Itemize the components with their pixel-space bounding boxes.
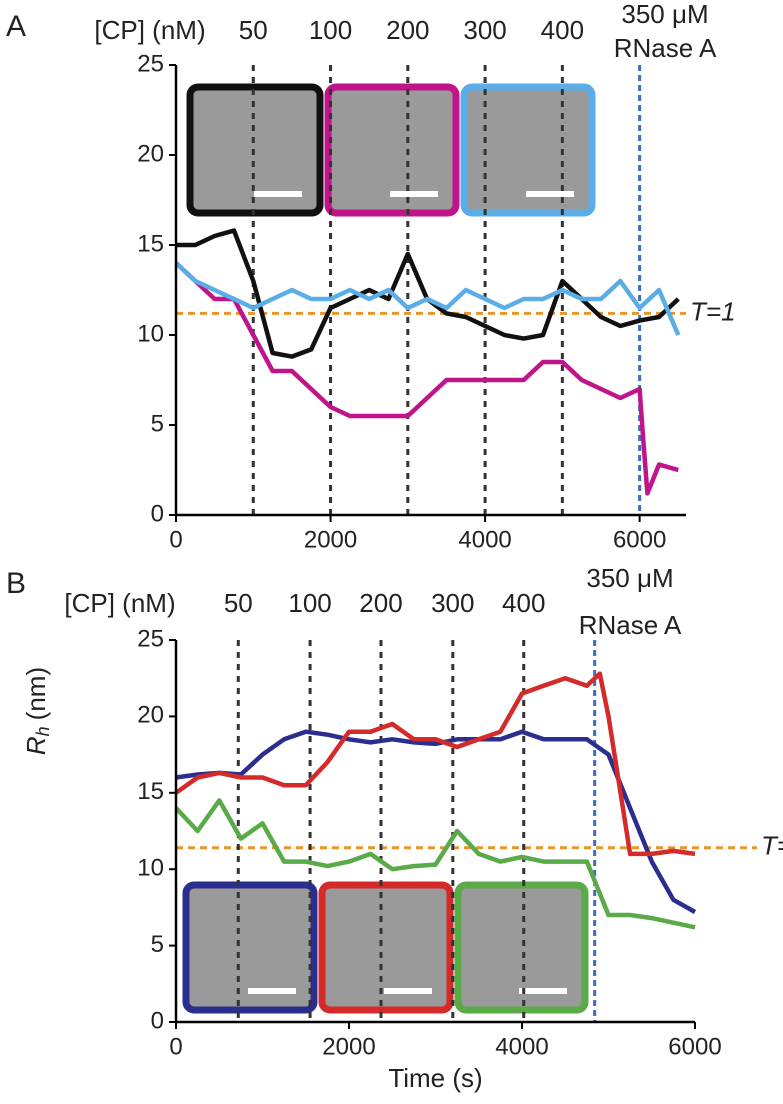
y-tick-label: 10 [137, 320, 164, 347]
scale-bar [526, 191, 574, 197]
rnase-label: 350 μM [621, 0, 708, 29]
cp-marker-label: 400 [541, 15, 584, 45]
y-tick-label: 20 [137, 140, 164, 167]
y-label-main: R [21, 736, 51, 755]
y-tick-label: 10 [137, 855, 164, 882]
cp-marker-label: 50 [239, 15, 268, 45]
data-line [174, 261, 681, 336]
micrograph [318, 881, 454, 1014]
y-axis-label: Rh (nm) [21, 667, 53, 755]
rnase-label: RNase A [614, 33, 717, 63]
micrograph [460, 83, 596, 217]
y-label-sub: h [33, 726, 53, 736]
rnase-label: 350 μM [586, 563, 673, 593]
data-line [175, 729, 697, 914]
y-tick-label: 5 [151, 410, 164, 437]
x-tick-label: 6000 [613, 526, 666, 553]
cp-marker-label: 200 [359, 588, 402, 618]
y-label-unit: (nm) [21, 667, 51, 720]
panel-letter: B [6, 567, 26, 600]
cp-marker-label: 100 [288, 588, 331, 618]
rnase-label: RNase A [579, 610, 682, 640]
scale-bar [390, 191, 438, 197]
scale-bar [254, 191, 302, 197]
cp-marker-label: 50 [224, 588, 253, 618]
cp-marker-label: 300 [431, 588, 474, 618]
x-tick-label: 6000 [668, 1033, 721, 1060]
threshold-label: T=1 [761, 831, 783, 861]
cp-marker-label: 300 [463, 15, 506, 45]
scale-bar [248, 988, 296, 994]
y-tick-label: 0 [151, 1007, 164, 1034]
panel-letter: A [6, 10, 26, 43]
scale-bar [384, 988, 432, 994]
x-axis-label: Time (s) [388, 1063, 482, 1093]
cp-label: [CP] (nM) [64, 588, 175, 618]
y-tick-label: 5 [151, 931, 164, 958]
x-tick-label: 2000 [304, 526, 357, 553]
y-tick-label: 0 [151, 500, 164, 527]
y-tick-label: 15 [137, 778, 164, 805]
x-tick-label: 4000 [495, 1033, 548, 1060]
threshold-label: T=1 [690, 296, 736, 326]
y-tick-label: 25 [137, 50, 164, 77]
y-tick-label: 15 [137, 230, 164, 257]
micrograph [454, 881, 589, 1014]
cp-marker-label: 400 [502, 588, 545, 618]
y-tick-label: 20 [137, 702, 164, 729]
x-tick-label: 4000 [458, 526, 511, 553]
x-tick-label: 2000 [322, 1033, 375, 1060]
x-tick-label: 0 [169, 526, 182, 553]
data-line [174, 671, 696, 857]
micrograph [324, 83, 460, 217]
micrograph [182, 881, 318, 1014]
data-line [174, 798, 696, 930]
y-tick-label: 25 [137, 625, 164, 652]
x-tick-label: 0 [169, 1033, 182, 1060]
data-line [174, 261, 679, 496]
scale-bar [519, 988, 567, 994]
cp-marker-label: 200 [386, 15, 429, 45]
cp-marker-label: 100 [309, 15, 352, 45]
data-line [176, 228, 680, 359]
cp-label: [CP] (nM) [94, 15, 205, 45]
micrograph [186, 83, 324, 217]
